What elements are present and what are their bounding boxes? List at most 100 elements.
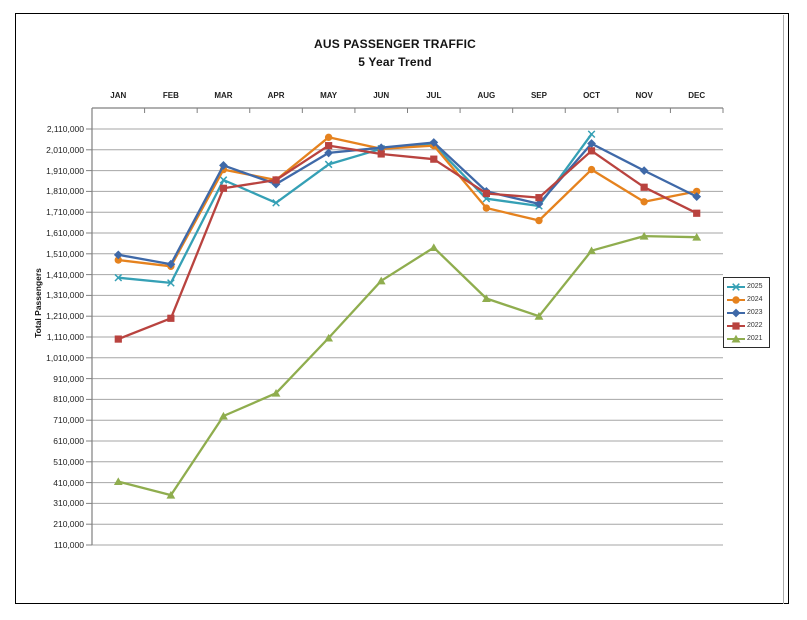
marker-square	[640, 183, 648, 191]
marker-square	[377, 150, 385, 158]
legend-label: 2022	[747, 322, 763, 329]
series-line-2021	[117, 234, 698, 497]
marker-circle	[732, 295, 740, 304]
x-tick-label-oct: OCT	[583, 91, 600, 100]
legend-swatch	[727, 295, 745, 304]
marker-square	[732, 321, 740, 330]
marker-triangle	[271, 388, 281, 397]
legend-swatch	[727, 282, 745, 291]
marker-triangle	[587, 246, 596, 255]
y-tick-label: 210,000	[53, 519, 84, 530]
series-2025	[114, 130, 596, 287]
marker-square	[114, 335, 122, 343]
marker-square	[167, 314, 175, 322]
y-tick-label: 1,810,000	[46, 186, 84, 197]
series-line-2025	[117, 133, 593, 285]
marker-triangle	[324, 333, 334, 342]
marker-diamond	[376, 143, 386, 153]
y-tick-label: 1,010,000	[46, 352, 84, 363]
x-tick-label-jul: JUL	[426, 91, 442, 100]
y-tick-label: 2,010,000	[46, 144, 84, 155]
x-tick-label-nov: NOV	[635, 91, 653, 100]
x-tick-label-jun: JUN	[373, 91, 390, 100]
x-tick-label-dec: DEC	[688, 91, 706, 100]
marker-circle	[114, 256, 122, 264]
y-tick-label: 710,000	[53, 415, 84, 426]
marker-triangle	[219, 411, 228, 420]
marker-triangle	[731, 334, 741, 342]
legend-label: 2021	[747, 335, 763, 342]
x-tick-label-feb: FEB	[162, 91, 179, 100]
marker-x	[219, 176, 228, 184]
marker-circle	[640, 198, 648, 206]
y-tick-label: 1,110,000	[46, 332, 84, 342]
series-line-2022	[117, 144, 698, 341]
marker-diamond	[692, 192, 702, 201]
marker-diamond	[639, 166, 649, 175]
marker-diamond	[113, 250, 123, 260]
marker-triangle	[113, 477, 123, 486]
marker-circle	[587, 165, 596, 174]
marker-square	[693, 209, 701, 217]
marker-circle	[535, 216, 543, 225]
y-tick-label: 1,210,000	[46, 311, 84, 322]
marker-triangle	[429, 243, 439, 252]
marker-circle	[324, 133, 333, 142]
legend-label: 2025	[747, 283, 763, 290]
chart-frame-right-edge	[783, 15, 784, 604]
y-tick-label: 610,000	[53, 436, 84, 446]
y-tick-label: 1,410,000	[46, 269, 84, 280]
marker-diamond	[534, 199, 544, 209]
marker-square	[482, 189, 490, 198]
x-tick-label-apr: APR	[267, 91, 285, 100]
marker-square	[325, 142, 333, 150]
y-tick-label: 810,000	[53, 394, 84, 405]
marker-square	[587, 147, 596, 155]
marker-diamond	[429, 138, 439, 147]
marker-square	[430, 155, 438, 163]
series-2022	[114, 142, 701, 343]
y-tick-label: 1,310,000	[46, 290, 84, 301]
chart-subtitle: 5 Year Trend	[358, 55, 432, 69]
marker-triangle	[534, 312, 544, 320]
y-tick-label: 310,000	[53, 498, 84, 509]
y-tick-label: 910,000	[53, 373, 84, 384]
marker-diamond	[587, 139, 596, 148]
marker-diamond	[731, 308, 741, 317]
marker-x	[272, 199, 280, 207]
x-tick-label-jan: JAN	[110, 91, 127, 100]
series-line-2023	[117, 141, 698, 266]
marker-square	[535, 194, 543, 202]
legend: 2025 2024 2023 2022 2021	[723, 277, 770, 348]
axes	[91, 107, 724, 545]
marker-x	[587, 130, 596, 139]
marker-triangle	[166, 490, 176, 499]
y-tick-label: 2,110,000	[46, 124, 84, 134]
legend-item-2022: 2022	[726, 319, 768, 332]
marker-diamond	[219, 161, 228, 170]
marker-triangle	[692, 232, 702, 241]
marker-x	[167, 279, 175, 287]
legend-label: 2023	[747, 309, 763, 316]
legend-item-2025: 2025	[726, 280, 768, 293]
marker-square	[219, 184, 228, 192]
y-tick-label: 1,910,000	[46, 165, 84, 176]
series-line-2024	[117, 136, 698, 268]
y-tick-label: 1,710,000	[46, 207, 84, 218]
legend-swatch	[727, 321, 745, 330]
y-tick-label: 110,000	[53, 540, 84, 550]
series-2021	[113, 231, 702, 499]
marker-triangle	[639, 231, 649, 240]
legend-label: 2024	[747, 296, 763, 303]
marker-x	[732, 282, 740, 291]
y-tick-label: 1,510,000	[46, 248, 84, 259]
legend-swatch	[727, 308, 745, 317]
x-tick-label-mar: MAR	[214, 91, 233, 100]
x-tick-label-aug: AUG	[477, 91, 496, 100]
legend-item-2023: 2023	[726, 306, 768, 319]
legend-swatch	[727, 334, 745, 342]
legend-item-2024: 2024	[726, 293, 768, 306]
chart-title: AUS PASSENGER TRAFFIC	[314, 37, 476, 51]
